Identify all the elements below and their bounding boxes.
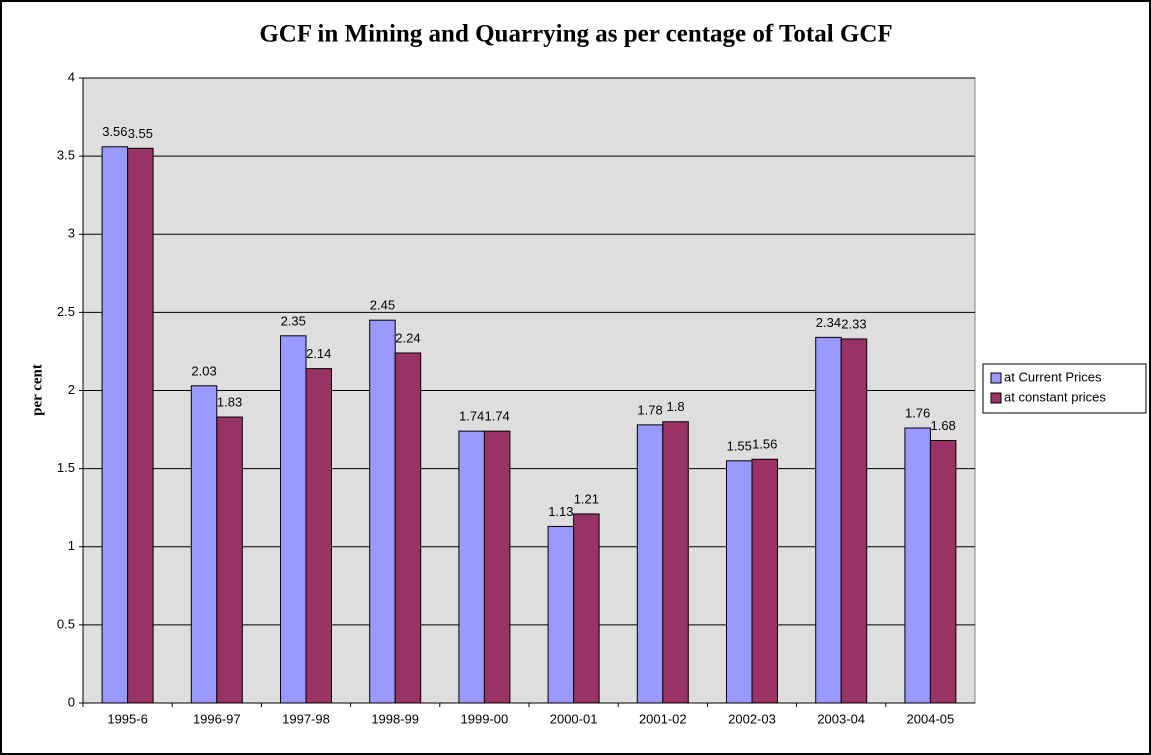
bar — [458, 430, 485, 704]
y-tick-label: 3 — [68, 226, 75, 241]
x-tick-label: 1999-00 — [461, 711, 509, 726]
bar — [101, 146, 129, 704]
legend-label: at constant prices — [1004, 389, 1106, 404]
data-label: 2.33 — [841, 316, 866, 331]
bar — [369, 319, 396, 704]
y-tick-label: 0.5 — [57, 616, 75, 631]
data-label: 3.55 — [128, 126, 153, 141]
y-axis-label: per cent — [29, 364, 45, 416]
data-label: 2.03 — [191, 363, 216, 378]
bar — [280, 335, 307, 704]
data-label: 1.78 — [637, 402, 662, 417]
data-label: 3.56 — [102, 124, 127, 139]
chart-title: GCF in Mining and Quarrying as per centa… — [259, 21, 892, 48]
data-label: 2.34 — [816, 315, 841, 330]
bar — [547, 525, 575, 704]
bar — [127, 147, 154, 704]
bar — [636, 424, 664, 704]
y-tick-label: 3.5 — [57, 148, 75, 163]
legend-swatch — [990, 392, 1002, 404]
bar — [190, 385, 218, 704]
legend-swatch — [990, 372, 1002, 384]
x-tick-label: 2003-04 — [817, 711, 865, 726]
data-label: 1.74 — [484, 409, 509, 424]
bar — [394, 352, 422, 704]
bar — [929, 440, 957, 704]
x-tick-label: 2002-03 — [728, 711, 776, 726]
x-tick-label: 2001-02 — [639, 711, 687, 726]
data-label: 1.56 — [752, 437, 777, 452]
x-tick-label: 1998-99 — [371, 711, 419, 726]
data-label: 1.13 — [548, 504, 573, 519]
bar — [216, 416, 243, 704]
bar — [483, 430, 511, 704]
x-tick-label: 1997-98 — [282, 711, 330, 726]
x-tick-label: 1995-6 — [107, 711, 147, 726]
bar — [573, 513, 600, 704]
bar — [904, 427, 931, 704]
data-label: 1.83 — [217, 395, 242, 410]
bar — [662, 421, 689, 704]
data-label: 2.35 — [281, 313, 306, 328]
y-tick-label: 4 — [68, 69, 75, 84]
data-label: 1.74 — [459, 409, 484, 424]
data-label: 2.45 — [370, 298, 395, 313]
data-label: 1.8 — [667, 399, 685, 414]
bar — [305, 368, 332, 704]
y-tick-label: 0 — [68, 694, 75, 709]
y-tick-label: 1 — [68, 538, 75, 553]
x-tick-label: 2000-01 — [550, 711, 598, 726]
data-label: 2.14 — [306, 346, 331, 361]
y-tick-label: 2 — [68, 382, 75, 397]
bar — [815, 336, 842, 704]
legend-box — [982, 363, 1147, 414]
bar — [751, 458, 778, 704]
data-label: 1.21 — [574, 491, 599, 506]
x-tick-label: 1996-97 — [193, 711, 241, 726]
y-tick-label: 2.5 — [57, 304, 75, 319]
x-tick-label: 2004-05 — [907, 711, 955, 726]
data-label: 1.76 — [905, 405, 930, 420]
bar — [726, 460, 753, 704]
data-label: 1.55 — [727, 438, 752, 453]
legend-label: at Current Prices — [1004, 369, 1102, 384]
y-tick-label: 1.5 — [57, 460, 75, 475]
bar — [840, 338, 868, 704]
data-label: 2.24 — [395, 330, 420, 345]
data-label: 1.68 — [930, 418, 955, 433]
